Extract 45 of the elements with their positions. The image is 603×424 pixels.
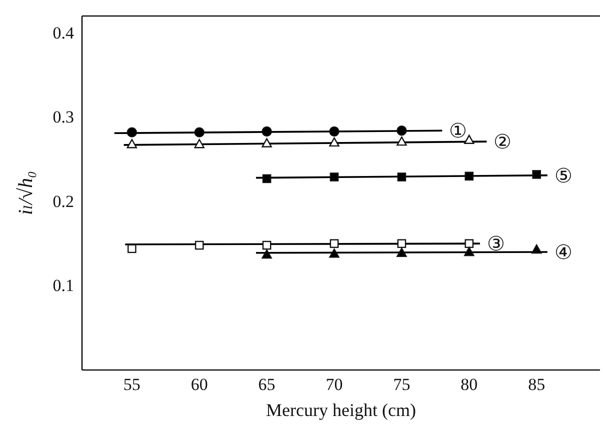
point	[464, 239, 474, 248]
point	[329, 248, 340, 258]
point	[464, 172, 474, 181]
series-label: ③	[486, 234, 505, 256]
point	[330, 172, 339, 182]
point	[464, 134, 474, 144]
y-tick-label: 0.4	[52, 23, 74, 42]
x-tick-label: 70	[326, 375, 343, 394]
point	[396, 248, 407, 257]
point	[532, 170, 541, 179]
x-axis-title: Mercury height (cm)	[266, 400, 416, 420]
x-tick-label: 65	[258, 375, 276, 394]
series-label: ⑤	[554, 165, 572, 188]
point	[532, 244, 542, 254]
point	[194, 127, 204, 138]
point	[262, 126, 272, 137]
point	[330, 239, 339, 248]
series-label: ②	[494, 132, 512, 154]
y-tick-label: 0.3	[52, 108, 74, 127]
point	[396, 126, 407, 136]
point	[126, 139, 138, 148]
x-tick-label: 55	[123, 375, 140, 394]
point	[262, 174, 272, 184]
point	[329, 126, 340, 137]
y-tick-label: 0.2	[52, 192, 74, 211]
y-tick-label: 0.1	[52, 276, 74, 296]
point	[262, 138, 272, 148]
point	[126, 127, 138, 138]
point	[194, 240, 204, 250]
series-label: ④	[554, 242, 572, 264]
x-tick-label: 80	[460, 375, 478, 394]
point	[396, 136, 407, 146]
point	[128, 244, 136, 254]
series-label: ①	[449, 120, 468, 143]
x-tick-label: 60	[190, 375, 208, 394]
y-axis-title: iₗ/√h₀	[15, 171, 37, 215]
point	[262, 240, 272, 250]
point	[397, 172, 406, 182]
x-tick-label: 85	[528, 375, 546, 394]
point	[262, 249, 272, 259]
point	[464, 246, 474, 256]
point	[194, 139, 204, 148]
x-tick-label: 75	[393, 375, 410, 394]
point	[329, 137, 340, 147]
point	[397, 239, 406, 248]
